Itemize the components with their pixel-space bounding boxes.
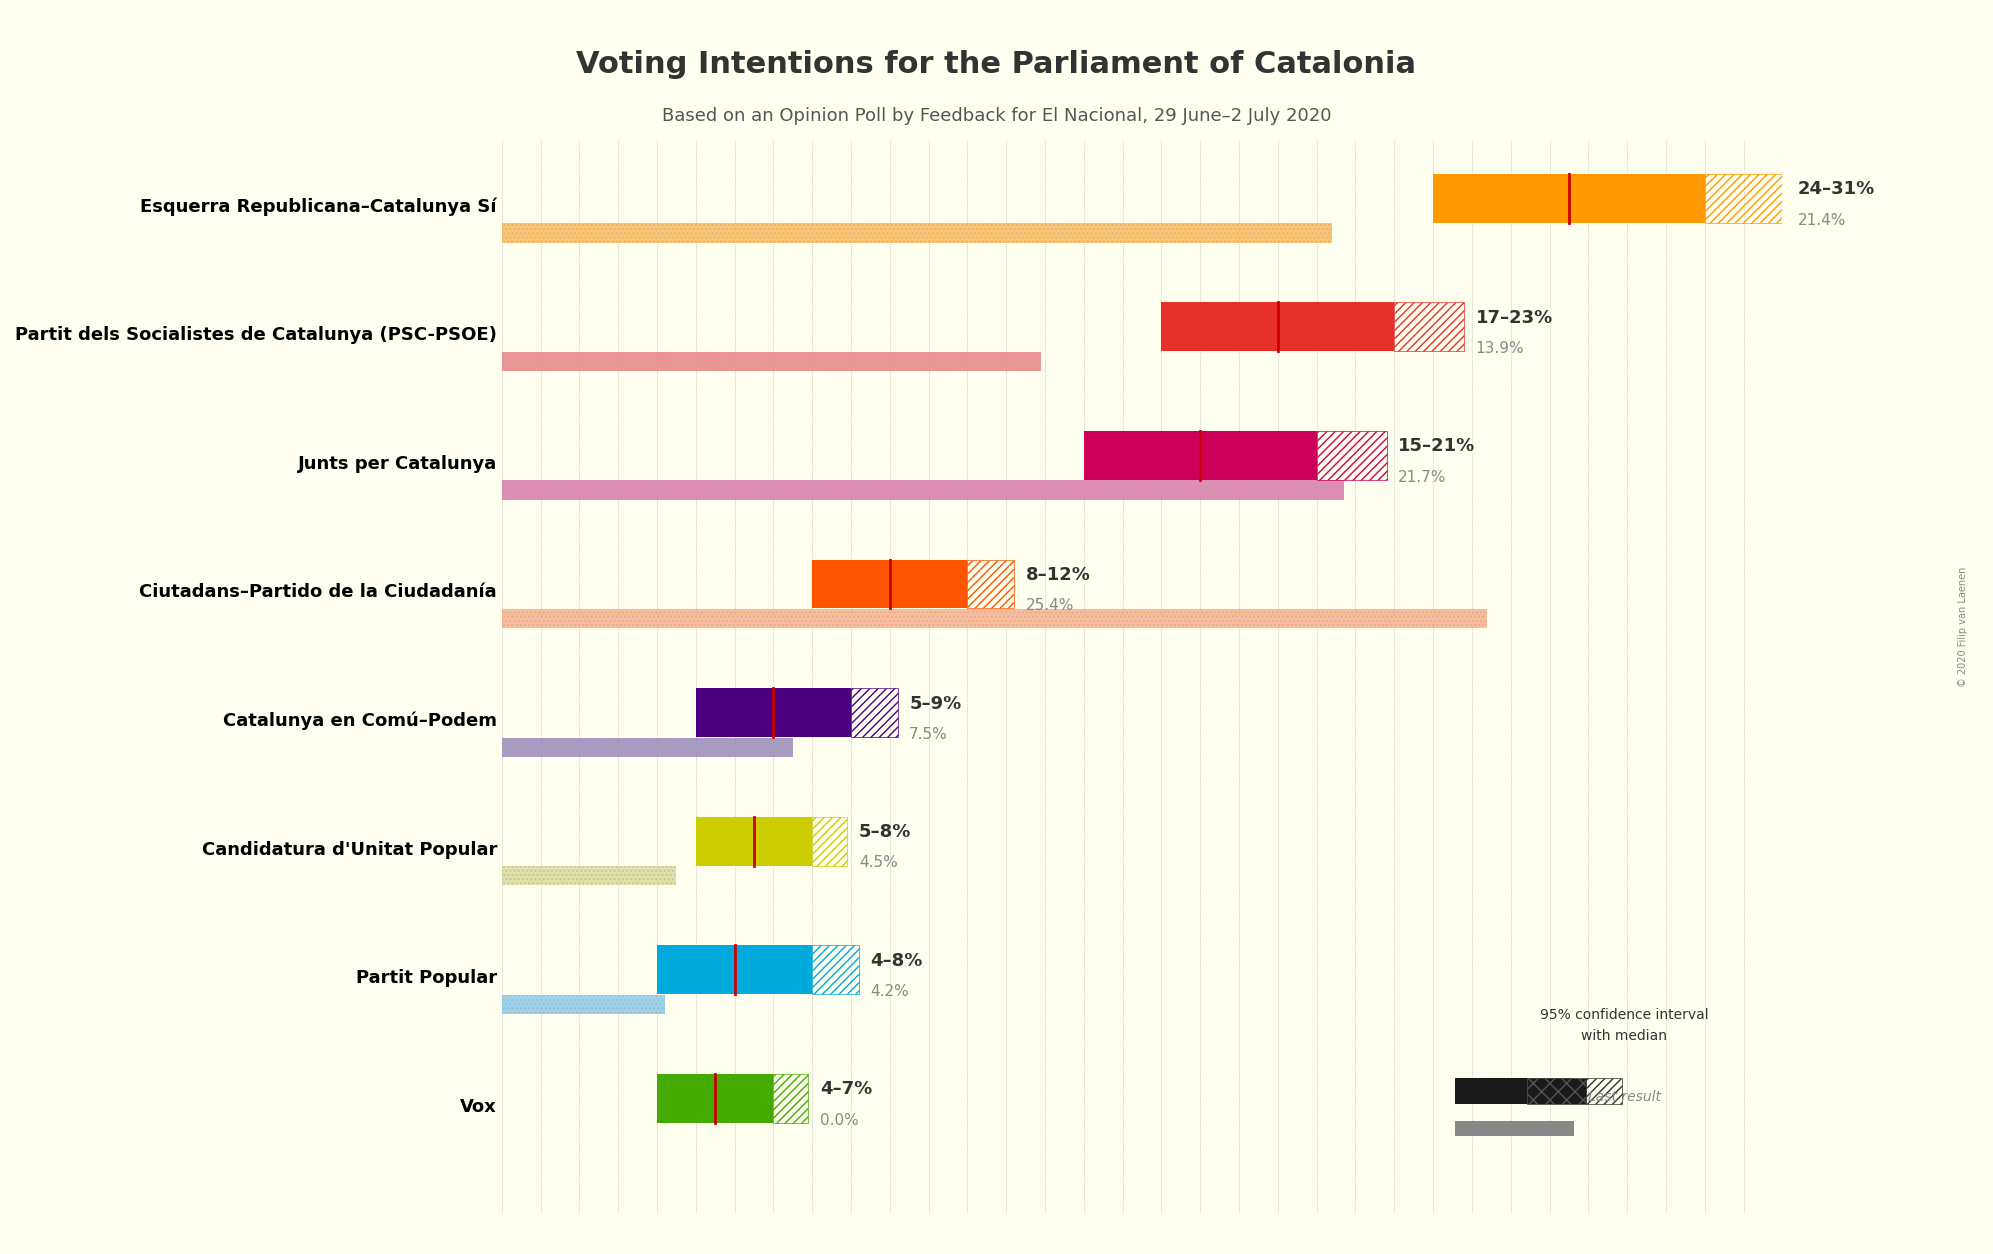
Text: with median: with median bbox=[1580, 1030, 1668, 1043]
Bar bbox=[813, 559, 967, 608]
Bar bbox=[502, 867, 676, 885]
Bar bbox=[773, 688, 851, 737]
Bar bbox=[502, 737, 793, 757]
Text: 8–12%: 8–12% bbox=[1026, 566, 1090, 584]
Text: 24–31%: 24–31% bbox=[1798, 181, 1875, 198]
Bar bbox=[1568, 174, 1704, 223]
Bar bbox=[502, 994, 666, 1014]
Bar bbox=[813, 946, 859, 994]
Bar bbox=[1317, 431, 1387, 480]
Bar bbox=[813, 816, 847, 865]
Bar bbox=[502, 223, 1331, 242]
Bar bbox=[502, 737, 793, 757]
Bar bbox=[502, 867, 676, 885]
Text: 4.5%: 4.5% bbox=[859, 855, 897, 870]
Bar bbox=[1200, 431, 1317, 480]
Bar bbox=[502, 609, 1487, 628]
FancyBboxPatch shape bbox=[1455, 1078, 1574, 1104]
Text: 17–23%: 17–23% bbox=[1475, 308, 1553, 327]
Bar bbox=[715, 1073, 773, 1122]
Text: 15–21%: 15–21% bbox=[1399, 438, 1475, 455]
Text: Based on an Opinion Poll by Feedback for El Nacional, 29 June–2 July 2020: Based on an Opinion Poll by Feedback for… bbox=[662, 107, 1331, 124]
FancyBboxPatch shape bbox=[1455, 1121, 1574, 1136]
Bar bbox=[753, 816, 813, 865]
Bar bbox=[1278, 302, 1395, 351]
Bar bbox=[502, 480, 1343, 500]
Text: 4–8%: 4–8% bbox=[871, 952, 923, 969]
Text: Last result: Last result bbox=[1588, 1090, 1660, 1104]
Bar bbox=[1704, 174, 1786, 223]
Text: 21.7%: 21.7% bbox=[1399, 470, 1447, 485]
Bar bbox=[696, 816, 813, 865]
Bar bbox=[773, 1073, 809, 1122]
Bar bbox=[502, 223, 1331, 242]
Text: 0.0%: 0.0% bbox=[819, 1112, 859, 1127]
Bar bbox=[1433, 174, 1704, 223]
Bar bbox=[502, 609, 1487, 628]
Bar bbox=[851, 688, 897, 737]
Bar bbox=[1084, 431, 1317, 480]
FancyBboxPatch shape bbox=[1527, 1078, 1586, 1104]
Text: 21.4%: 21.4% bbox=[1798, 213, 1846, 228]
Text: 5–8%: 5–8% bbox=[859, 823, 911, 841]
Text: 95% confidence interval: 95% confidence interval bbox=[1541, 1008, 1708, 1022]
Text: 5–9%: 5–9% bbox=[909, 695, 961, 712]
Bar bbox=[696, 688, 851, 737]
Bar bbox=[1162, 302, 1395, 351]
Bar bbox=[889, 559, 967, 608]
Bar bbox=[502, 480, 1343, 500]
Bar bbox=[502, 352, 1040, 371]
Bar bbox=[967, 559, 1014, 608]
Text: 7.5%: 7.5% bbox=[909, 727, 949, 742]
Bar bbox=[735, 946, 813, 994]
Text: 25.4%: 25.4% bbox=[1026, 598, 1074, 613]
Bar bbox=[658, 946, 813, 994]
Bar bbox=[658, 1073, 773, 1122]
Bar bbox=[1395, 302, 1465, 351]
Text: 13.9%: 13.9% bbox=[1475, 341, 1525, 356]
Text: 4–7%: 4–7% bbox=[819, 1080, 873, 1099]
Text: 4.2%: 4.2% bbox=[871, 984, 909, 999]
Bar bbox=[502, 994, 666, 1014]
Text: © 2020 Filip van Laenen: © 2020 Filip van Laenen bbox=[1957, 567, 1969, 687]
Text: Voting Intentions for the Parliament of Catalonia: Voting Intentions for the Parliament of … bbox=[576, 50, 1417, 79]
Bar bbox=[502, 352, 1040, 371]
